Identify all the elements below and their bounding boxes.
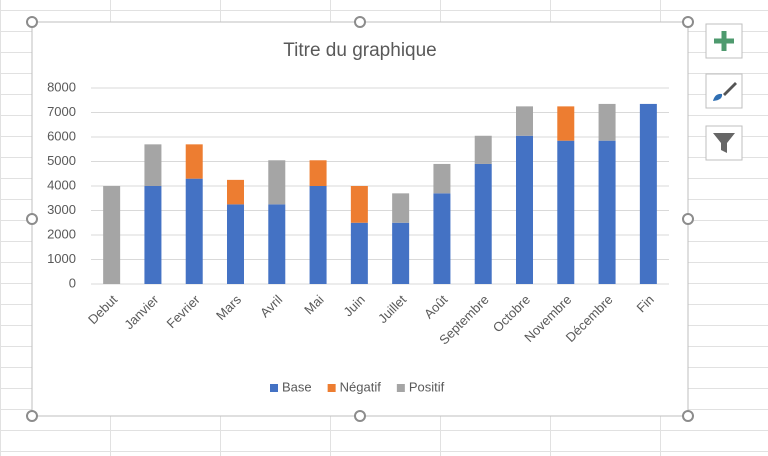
bar-segment [598, 103, 616, 141]
y-tick-label: 0 [69, 275, 76, 290]
chart-title: Titre du graphique [283, 40, 437, 61]
resize-handle[interactable] [682, 16, 694, 28]
bar-segment [350, 222, 368, 284]
legend-swatch [270, 384, 278, 392]
resize-handle[interactable] [26, 410, 38, 422]
bar-segment [103, 186, 121, 284]
legend-swatch [396, 384, 405, 392]
bar-segment [350, 186, 368, 223]
bar-segment [433, 163, 451, 194]
chart-filters-button[interactable] [705, 125, 743, 161]
y-tick-label: 3000 [47, 202, 76, 217]
bar-segment [474, 135, 492, 164]
y-tick-label: 7000 [47, 104, 76, 119]
y-tick-label: 2000 [47, 226, 76, 241]
resize-handle[interactable] [26, 213, 38, 225]
resize-handle[interactable] [26, 16, 38, 28]
chart-styles-button[interactable] [705, 73, 743, 109]
bar-segment [392, 222, 410, 284]
bar-segment [516, 135, 533, 284]
bar-segment [227, 179, 244, 205]
resize-handle[interactable] [682, 410, 694, 422]
bar-segment [309, 186, 327, 284]
bar-segment [268, 160, 286, 205]
y-tick-label: 1000 [47, 251, 76, 266]
bar-segment [392, 193, 410, 223]
bar-segment [144, 186, 162, 284]
bar-segment [227, 204, 244, 284]
resize-handle[interactable] [682, 213, 694, 225]
bar-segment [598, 140, 616, 284]
legend-swatch [327, 384, 336, 392]
resize-handle[interactable] [354, 410, 366, 422]
y-tick-label: 5000 [47, 153, 76, 168]
bar-segment [309, 160, 327, 186]
legend-label: Base [282, 379, 312, 394]
bar-segment [268, 204, 286, 284]
bar-segment [144, 144, 162, 186]
bar-segment [516, 106, 533, 136]
bar-segment [557, 106, 575, 141]
y-tick-label: 8000 [47, 79, 76, 94]
legend-label: Négatif [340, 379, 382, 394]
legend-label: Positif [409, 379, 445, 394]
chart-elements-button[interactable] [705, 23, 743, 59]
bar-segment [185, 144, 203, 179]
bar-segment [474, 163, 492, 284]
y-tick-label: 6000 [47, 128, 76, 143]
bar-segment [185, 178, 203, 284]
bar-segment [639, 103, 657, 284]
bar-segment [557, 140, 575, 284]
y-tick-label: 4000 [47, 177, 76, 192]
bar-segment [433, 193, 451, 284]
resize-handle[interactable] [354, 16, 366, 28]
